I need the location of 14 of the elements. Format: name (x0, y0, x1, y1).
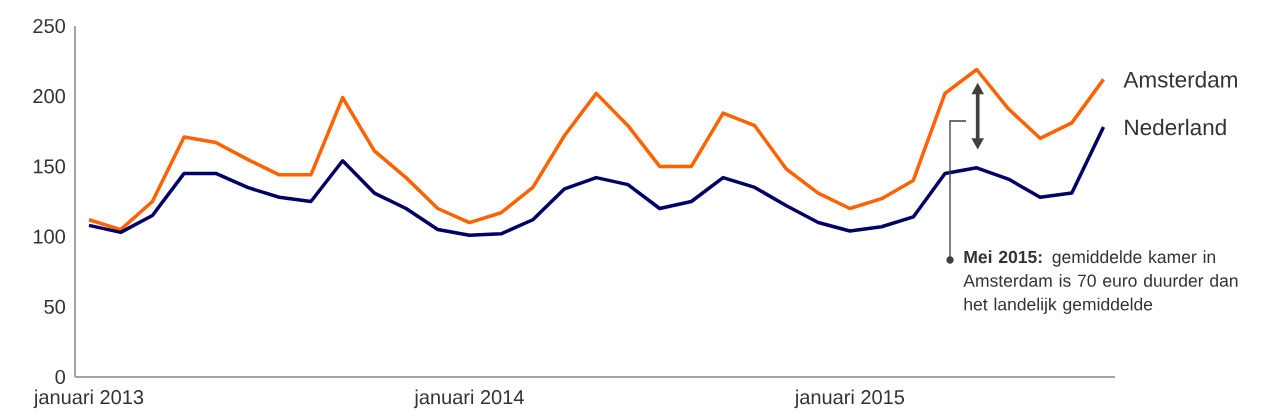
y-tick-label: 150 (33, 159, 66, 174)
line-series (87, 125, 1106, 237)
y-tick-label: 200 (33, 89, 66, 104)
y-tick-label: 250 (33, 18, 66, 34)
x-tick-label: januari 2014 (413, 389, 524, 409)
x-tick-label: januari 2013 (33, 389, 144, 409)
series-label: Amsterdam (1123, 71, 1237, 88)
series-label: Nederland (1125, 118, 1226, 136)
line-series (87, 67, 1106, 232)
y-tick-label: 0 (55, 369, 66, 385)
y-tick-label: 100 (33, 229, 66, 244)
annotation: Mei 2015: gemiddelde kamer in Amsterdam is 70 euro duurder dan het landelijk gemiddelde (963, 250, 1238, 314)
y-tick-label: 50 (44, 299, 66, 314)
x-tick-label: januari 2015 (794, 389, 905, 409)
